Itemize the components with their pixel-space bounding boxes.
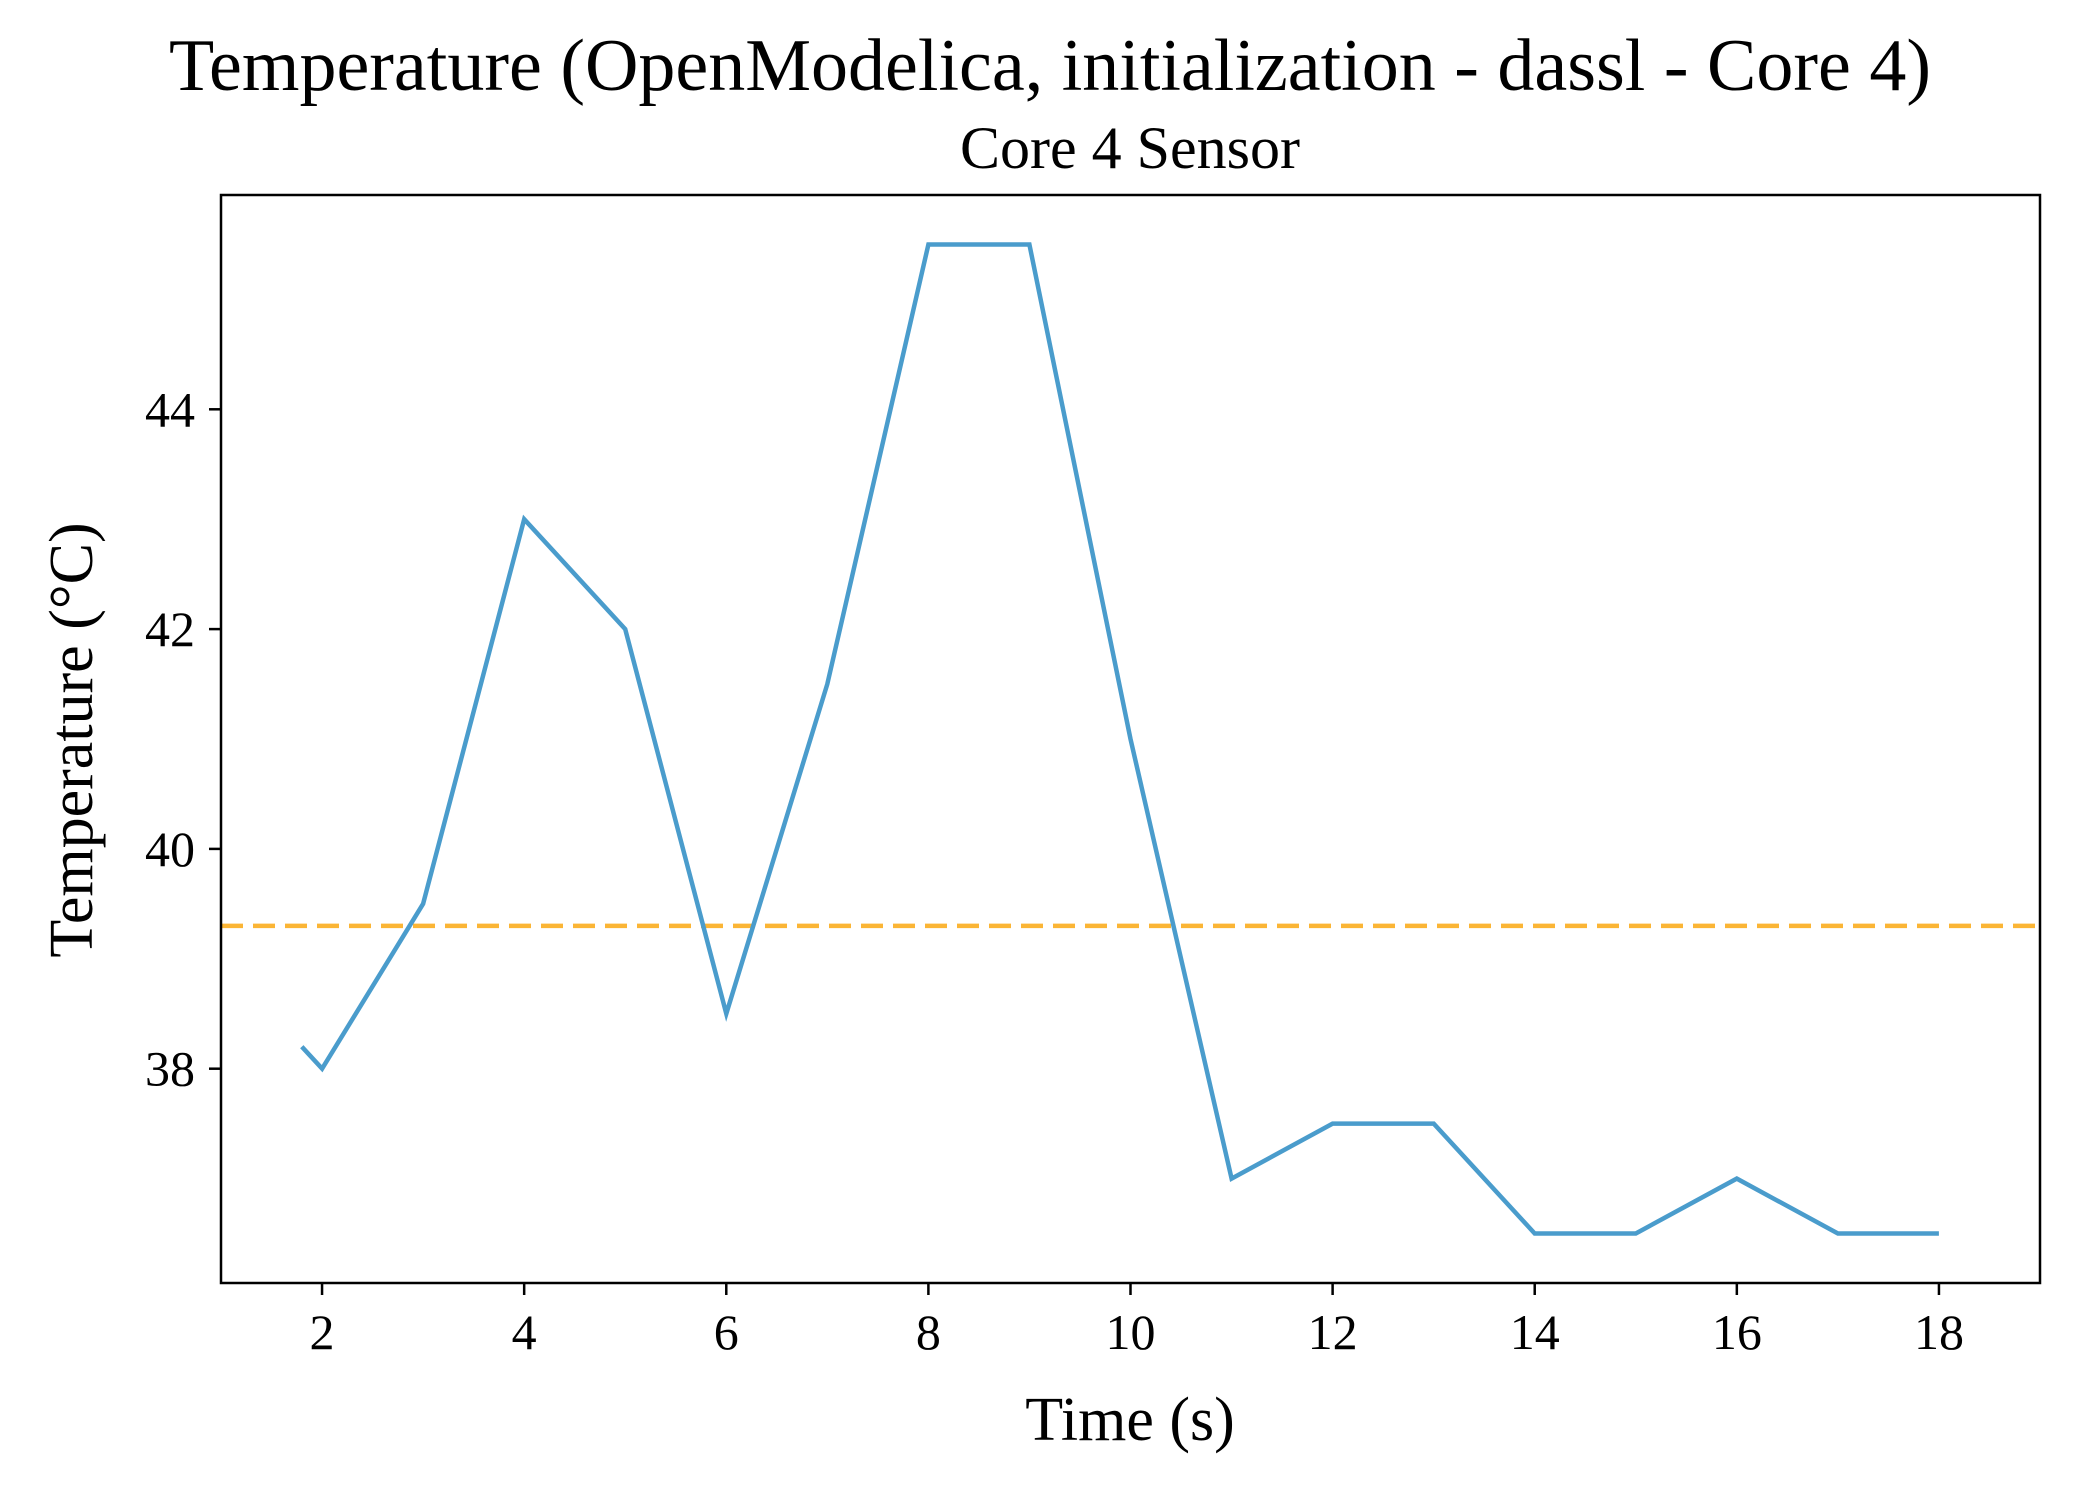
chart-title: Temperature (OpenModelica, initializatio… — [169, 25, 1931, 107]
y-tick-label: 40 — [145, 821, 195, 877]
x-tick-label: 6 — [714, 1304, 739, 1360]
x-tick-label: 10 — [1106, 1304, 1156, 1360]
x-tick-label: 8 — [916, 1304, 941, 1360]
x-tick-label: 4 — [512, 1304, 537, 1360]
y-tick-label: 38 — [145, 1041, 195, 1097]
y-tick-label: 42 — [145, 601, 195, 657]
y-tick-label: 44 — [145, 381, 195, 437]
chart-subtitle: Core 4 Sensor — [960, 115, 1300, 181]
axes-frame — [219, 193, 2042, 1285]
x-tick-label: 18 — [1914, 1304, 1964, 1360]
plot-area — [221, 242, 2040, 1236]
x-tick-label: 16 — [1712, 1304, 1762, 1360]
x-tick-label: 2 — [310, 1304, 335, 1360]
x-tick-label: 14 — [1510, 1304, 1560, 1360]
x-tick-label: 12 — [1308, 1304, 1358, 1360]
x-axis-label: Time (s) — [1025, 1386, 1235, 1454]
axis-ticks: 2 4 6 8 10 12 14 16 18 38 40 42 44 — [145, 381, 1964, 1360]
series-line-1 — [300, 242, 1939, 1236]
y-axis-label: Temperature (°C) — [38, 522, 106, 957]
